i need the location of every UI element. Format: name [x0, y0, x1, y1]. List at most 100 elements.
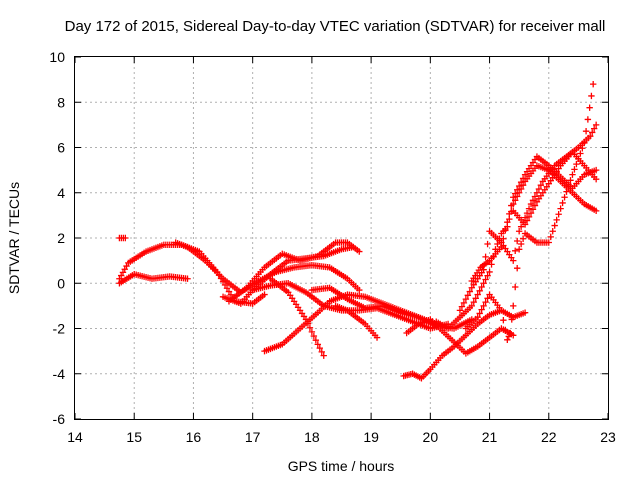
- data-point: [535, 185, 543, 193]
- data-point: [557, 205, 564, 212]
- data-point: [582, 128, 590, 135]
- data-point: [498, 243, 505, 251]
- x-tick-label: 15: [126, 429, 142, 445]
- data-point: [356, 248, 363, 255]
- data-point: [517, 240, 525, 248]
- chart-title: Day 172 of 2015, Sidereal Day-to-day VTE…: [65, 18, 606, 35]
- data-point: [553, 216, 560, 224]
- data-series: [116, 234, 129, 242]
- data-series: [456, 121, 600, 314]
- data-point: [310, 332, 318, 340]
- data-point: [571, 166, 578, 173]
- data-point: [533, 189, 541, 196]
- y-axis-label: SDTVAR / TECUs: [6, 182, 22, 294]
- data-point: [505, 333, 513, 340]
- data-point: [573, 160, 580, 168]
- data-point: [513, 186, 521, 193]
- data-point: [184, 275, 191, 282]
- data-point: [460, 299, 468, 307]
- data-point: [523, 217, 531, 224]
- data-point: [468, 302, 475, 310]
- data-point: [589, 80, 597, 88]
- y-tick-label: -6: [53, 411, 66, 427]
- data-point: [223, 285, 231, 292]
- data-point: [356, 286, 363, 294]
- data-point: [500, 235, 507, 242]
- data-point: [579, 145, 586, 152]
- data-point: [513, 237, 521, 245]
- data-point: [373, 334, 381, 341]
- data-point: [476, 287, 483, 294]
- data-point: [502, 227, 509, 234]
- data-point: [484, 272, 491, 279]
- data-point: [474, 291, 481, 298]
- data-point: [592, 166, 600, 174]
- data-point: [555, 211, 562, 218]
- data-point: [508, 202, 515, 209]
- data-point: [515, 182, 523, 190]
- data-point: [549, 228, 556, 235]
- data-point: [314, 341, 322, 348]
- data-point: [510, 194, 517, 201]
- data-point: [512, 247, 519, 255]
- data-point: [515, 228, 523, 235]
- y-tick-label: 6: [57, 140, 65, 156]
- data-point: [521, 221, 529, 228]
- data-point: [474, 313, 481, 321]
- data-series: [249, 280, 452, 332]
- x-tick-label: 20: [423, 429, 439, 445]
- data-point: [531, 202, 539, 209]
- data-point: [565, 182, 572, 190]
- data-point: [592, 207, 600, 215]
- data-series: [225, 239, 363, 305]
- data-point: [592, 121, 600, 129]
- data-point: [537, 182, 545, 189]
- data-point: [500, 317, 507, 324]
- x-tick-label: 16: [186, 429, 202, 445]
- y-tick-label: 8: [57, 94, 65, 110]
- y-tick-label: -4: [53, 366, 66, 382]
- data-point: [531, 193, 539, 200]
- data-point: [318, 348, 325, 356]
- data-point: [590, 125, 598, 132]
- data-point: [316, 344, 323, 352]
- data-series: [261, 291, 440, 355]
- data-point: [512, 190, 519, 197]
- data-point: [304, 320, 312, 327]
- data-point: [476, 310, 483, 317]
- data-point: [525, 213, 533, 221]
- data-point: [508, 316, 515, 323]
- data-point: [527, 200, 535, 208]
- x-tick-label: 18: [304, 429, 320, 445]
- data-point: [567, 177, 574, 184]
- data-point: [545, 239, 552, 246]
- data-point: [517, 178, 525, 186]
- data-point: [466, 288, 474, 295]
- grid-layer: [75, 57, 608, 419]
- y-tick-label: 10: [49, 49, 65, 65]
- data-point: [464, 292, 472, 299]
- data-point: [480, 302, 487, 310]
- data-point: [484, 240, 491, 248]
- data-point: [592, 175, 600, 183]
- y-tick-label: 2: [57, 230, 65, 246]
- data-point: [502, 326, 509, 334]
- data-point: [507, 329, 514, 337]
- data-point: [470, 298, 477, 306]
- x-tick-label: 23: [600, 429, 616, 445]
- data-point: [506, 210, 513, 218]
- data-point: [456, 307, 464, 314]
- data-point: [462, 295, 470, 303]
- plot-frame: [74, 56, 609, 420]
- data-point: [478, 283, 485, 291]
- data-point: [486, 268, 493, 276]
- data-point: [261, 291, 268, 298]
- data-point: [512, 283, 519, 291]
- data-point: [306, 324, 314, 331]
- data-point: [581, 139, 588, 147]
- data-series: [116, 271, 191, 287]
- data-point: [586, 104, 593, 111]
- data-point: [478, 306, 485, 313]
- x-tick-label: 17: [245, 429, 261, 445]
